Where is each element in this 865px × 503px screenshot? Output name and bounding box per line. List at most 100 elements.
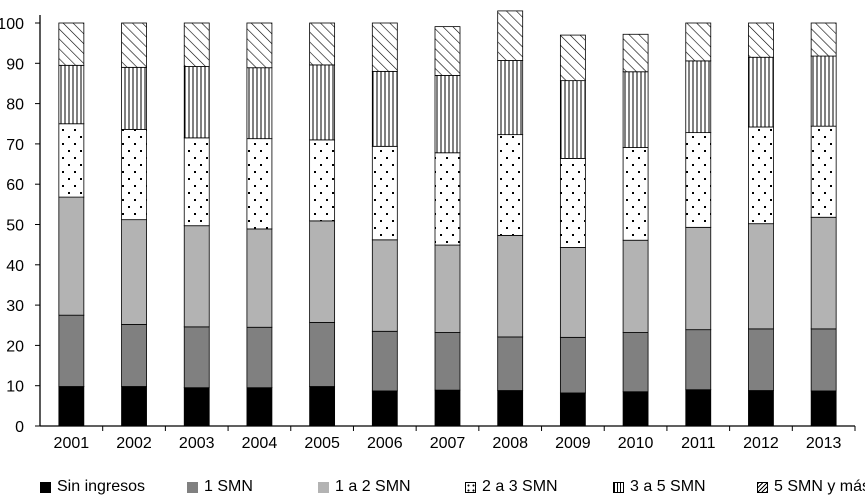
y-tick-label: 70 [6, 137, 24, 154]
bar-segment [748, 223, 774, 330]
bar-segment [121, 324, 147, 387]
bar-segment [810, 390, 837, 427]
y-tick-label: 60 [6, 177, 24, 194]
bar-segment [58, 22, 85, 66]
x-tick-label: 2004 [242, 435, 278, 452]
bar-segment [58, 64, 85, 125]
bar-segment [622, 33, 649, 73]
bar-segment [497, 234, 524, 338]
y-tick-label: 50 [6, 218, 24, 235]
bar-segment [371, 70, 398, 147]
stacked-bar-chart: 2001 2002 2003 2004 2005 2006 2007 2008 2009 2010… [0, 10, 856, 452]
bar-segment [183, 326, 210, 389]
x-tick-label: 2006 [367, 435, 403, 452]
bar-segment [371, 330, 398, 392]
bar-segment [622, 391, 649, 427]
y-tick-label: 20 [6, 338, 24, 355]
y-tick-label: 80 [6, 97, 24, 114]
bar-segment [246, 387, 273, 427]
bar-segment [810, 328, 837, 392]
x-tick-label: 2009 [555, 435, 591, 452]
legend-item: 1 a 2 SMN [318, 478, 411, 496]
bar-segment [183, 137, 210, 227]
legend-swatch-icon [613, 481, 624, 493]
y-tick-label: 100 [0, 16, 24, 33]
bars [58, 10, 837, 427]
legend-swatch-icon [318, 481, 329, 493]
bar-segment [685, 329, 712, 391]
legend-label: 1 a 2 SMN [335, 478, 411, 495]
bar-segment [434, 389, 461, 427]
bar-segment [810, 125, 837, 218]
x-tick-label: 2008 [492, 435, 528, 452]
bar-segment [559, 336, 586, 394]
bar-segment [685, 132, 712, 228]
bar-segment [58, 123, 85, 198]
y-tick-label: 90 [6, 56, 24, 73]
x-tick-label: 2002 [116, 435, 152, 452]
bar-segment [309, 64, 336, 141]
bar-segment [121, 128, 147, 221]
bar-segment [309, 139, 336, 222]
legend-item: Sin ingresos [40, 478, 145, 496]
bar-segment [246, 22, 273, 69]
bar-segment [246, 138, 273, 230]
legend-swatch-icon [757, 481, 768, 493]
bar-segment [685, 22, 712, 62]
bar-segment [497, 60, 524, 136]
legend-item: 5 SMN y más [757, 478, 865, 496]
x-tick-label: 2011 [681, 435, 716, 452]
bar-segment [246, 228, 273, 328]
bar-segment [371, 145, 398, 241]
bar-segment [121, 386, 147, 427]
x-tick-label: 2013 [806, 435, 842, 452]
bar-segment [434, 332, 461, 391]
bar-segment [559, 247, 586, 338]
bar-segment [497, 390, 524, 427]
legend-swatch-icon [40, 481, 51, 493]
bar-segment [371, 22, 398, 72]
bar-segment [121, 219, 147, 325]
bar-segment [246, 67, 273, 140]
legend-item: 3 a 5 SMN [613, 478, 706, 496]
y-tick-label: 30 [6, 298, 24, 315]
bar-segment [434, 152, 461, 246]
x-tick-label: 2003 [179, 435, 215, 452]
y-tick-label: 0 [15, 419, 24, 436]
bar-segment [309, 322, 336, 387]
x-tick-label: 2010 [618, 435, 654, 452]
bar-segment [309, 220, 336, 323]
bar-segment [622, 332, 649, 393]
legend-swatch-icon [465, 481, 476, 493]
bar-segment [183, 66, 210, 139]
y-tick-label: 10 [6, 379, 24, 396]
bar-segment [748, 56, 774, 128]
bar-segment [58, 196, 85, 316]
bar-segment [622, 147, 649, 241]
legend-label: 3 a 5 SMN [630, 478, 706, 495]
bar-segment [121, 22, 147, 68]
bar-segment [685, 389, 712, 427]
x-tick-labels: 2001 2002 2003 2004 2005 2006 2007 2008 2009 2010… [54, 426, 856, 452]
y-tick-labels: 0 10 20 30 40 50 60 70 80 90 100 [0, 16, 40, 436]
x-tick-label: 2012 [743, 435, 779, 452]
bar-segment [748, 22, 774, 58]
bar-segment [685, 60, 712, 134]
y-tick-label: 40 [6, 258, 24, 275]
legend: Sin ingresos 1 SMN 1 a 2 SMN 2 a 3 SMN 3 a 5… [0, 478, 865, 500]
bar-segment [810, 216, 837, 330]
bar-segment [309, 386, 336, 427]
bar-segment [497, 10, 524, 61]
legend-label: 2 a 3 SMN [482, 478, 558, 495]
bar-segment [183, 225, 210, 328]
legend-item: 1 SMN [187, 478, 253, 496]
bar-segment [622, 239, 649, 333]
bar-segment [748, 390, 774, 427]
bar-segment [810, 22, 837, 57]
bar-segment [58, 314, 85, 387]
bar-segment [309, 22, 336, 66]
bar-segment [559, 158, 586, 248]
legend-label: 1 SMN [204, 478, 253, 495]
bar-segment [748, 328, 774, 391]
bar-segment [434, 26, 461, 76]
